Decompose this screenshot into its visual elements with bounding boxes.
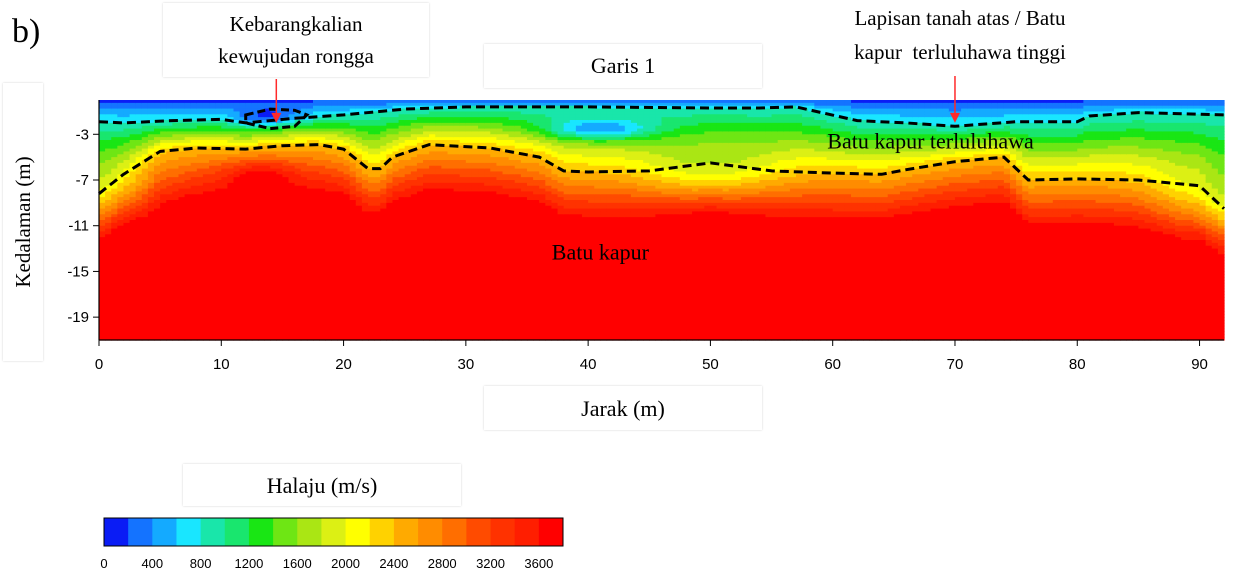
cavity-annotation-box <box>163 3 429 77</box>
topsoil-annotation-line2: kapur terluluhawa tinggi <box>854 40 1066 64</box>
colorbar-tick-label: 1600 <box>283 556 312 571</box>
colorbar-tick-label: 0 <box>100 556 107 571</box>
cavity-annotation-line2: kewujudan rongga <box>218 44 374 68</box>
panel-label: b) <box>12 13 41 50</box>
velocity-field <box>99 100 1225 341</box>
colorbar-frame <box>103 517 564 547</box>
y-tick-label: -3 <box>76 126 89 143</box>
colorbar-swatch <box>369 518 395 546</box>
colorbar-tick-label: 1200 <box>234 556 263 571</box>
layer-label-limestone: Batu kapur <box>552 239 650 264</box>
x-tick-label: 60 <box>824 356 841 373</box>
colorbar-title: Halaju (m/s) <box>266 473 378 498</box>
x-tick-label: 80 <box>1069 356 1086 373</box>
colorbar-tick-label: 400 <box>141 556 163 571</box>
colorbar: 0 400 800 1200 1600 2000 2400 2800 3200 3600 <box>100 517 564 571</box>
y-tick-label: -19 <box>67 309 89 326</box>
y-tick-label: -11 <box>68 218 89 235</box>
x-tick-label: 50 <box>702 356 719 373</box>
colorbar-tick-label: 2800 <box>428 556 457 571</box>
y-tick-label: -7 <box>76 172 89 189</box>
colorbar-tick-label: 2400 <box>379 556 408 571</box>
x-tick-label: 10 <box>213 356 230 373</box>
boundary-lower-line <box>98 143 1226 210</box>
colorbar-swatch <box>224 518 250 546</box>
x-tick-label: 40 <box>580 356 597 373</box>
colorbar-swatch <box>418 518 443 546</box>
colorbar-swatch <box>466 518 491 546</box>
colorbar-swatch <box>248 518 274 546</box>
colorbar-swatch <box>200 518 226 546</box>
colorbar-tick-label: 800 <box>190 556 212 571</box>
colorbar-swatch <box>128 518 153 546</box>
colorbar-tick-label: 2000 <box>331 556 360 571</box>
colorbar-swatch <box>176 518 202 546</box>
x-tick-label: 20 <box>335 356 352 373</box>
topsoil-arrow <box>949 76 960 123</box>
cavity-arrow <box>271 79 282 123</box>
layer-label-weathered-limestone: Batu kapur terluluhawa <box>827 128 1034 153</box>
chart-title: Garis 1 <box>590 53 656 78</box>
colorbar-swatch <box>514 518 540 546</box>
colorbar-swatch <box>104 518 129 546</box>
cavity-annotation-line1: Kebarangkalian <box>229 12 363 36</box>
colorbar-tick-label: 3200 <box>476 556 505 571</box>
colorbar-swatch <box>273 518 298 546</box>
ylabel-box <box>3 83 43 361</box>
xlabel-box <box>484 386 762 430</box>
x-tick-label: 30 <box>458 356 475 373</box>
x-tick-label: 90 <box>1191 356 1208 373</box>
y-tick-label: -15 <box>67 263 89 280</box>
colorbar-swatch <box>442 518 467 546</box>
boundary-upper-line <box>98 105 1225 128</box>
title-box <box>484 44 762 88</box>
topsoil-annotation-line1: Lapisan tanah atas / Batu <box>854 6 1066 30</box>
x-axis-label: Jarak (m) <box>581 396 665 421</box>
x-tick-label: 0 <box>95 356 103 373</box>
colorbar-swatch <box>490 518 516 546</box>
colorbar-swatch <box>297 518 322 546</box>
colorbar-tick-label: 3600 <box>524 556 553 571</box>
colorbar-swatch <box>393 518 419 546</box>
colorbar-swatch <box>345 518 371 546</box>
x-tick-label: 70 <box>947 356 964 373</box>
colorbar-swatch <box>152 518 177 546</box>
colorbar-swatch <box>321 518 346 546</box>
colorbar-title-box <box>183 464 461 506</box>
cavity-outline <box>244 107 310 131</box>
colorbar-swatch <box>538 518 564 546</box>
